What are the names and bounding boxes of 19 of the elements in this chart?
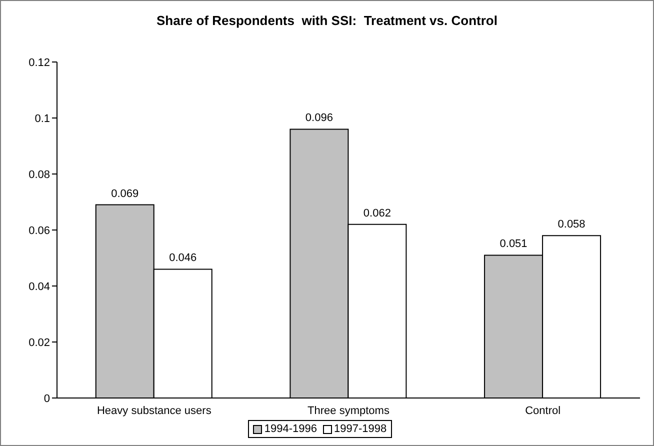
- x-tick-label: Heavy substance users: [96, 404, 212, 417]
- y-tick-label: 0.1: [34, 112, 50, 125]
- y-tick-label: 0.02: [28, 336, 50, 349]
- data-label: 0.046: [169, 252, 197, 264]
- x-tick-label: Control: [525, 404, 561, 417]
- y-tick-label: 0.12: [28, 56, 50, 69]
- y-tick-label: 0: [44, 392, 50, 405]
- data-label: 0.051: [500, 238, 528, 250]
- legend-label: 1997-1998: [334, 423, 387, 435]
- x-tick-label: Three symptoms: [308, 404, 390, 417]
- data-label: 0.096: [305, 112, 333, 124]
- y-tick-label: 0.04: [28, 280, 50, 293]
- legend-label: 1994-1996: [264, 423, 317, 435]
- chart-title: Share of Respondents with SSI: Treatment vs. Control: [156, 13, 498, 28]
- data-label: 0.058: [558, 218, 586, 231]
- y-tick-label: 0.08: [28, 168, 50, 181]
- data-label: 0.062: [363, 207, 391, 220]
- data-label: 0.069: [111, 188, 139, 200]
- y-tick-label: 0.06: [28, 224, 50, 237]
